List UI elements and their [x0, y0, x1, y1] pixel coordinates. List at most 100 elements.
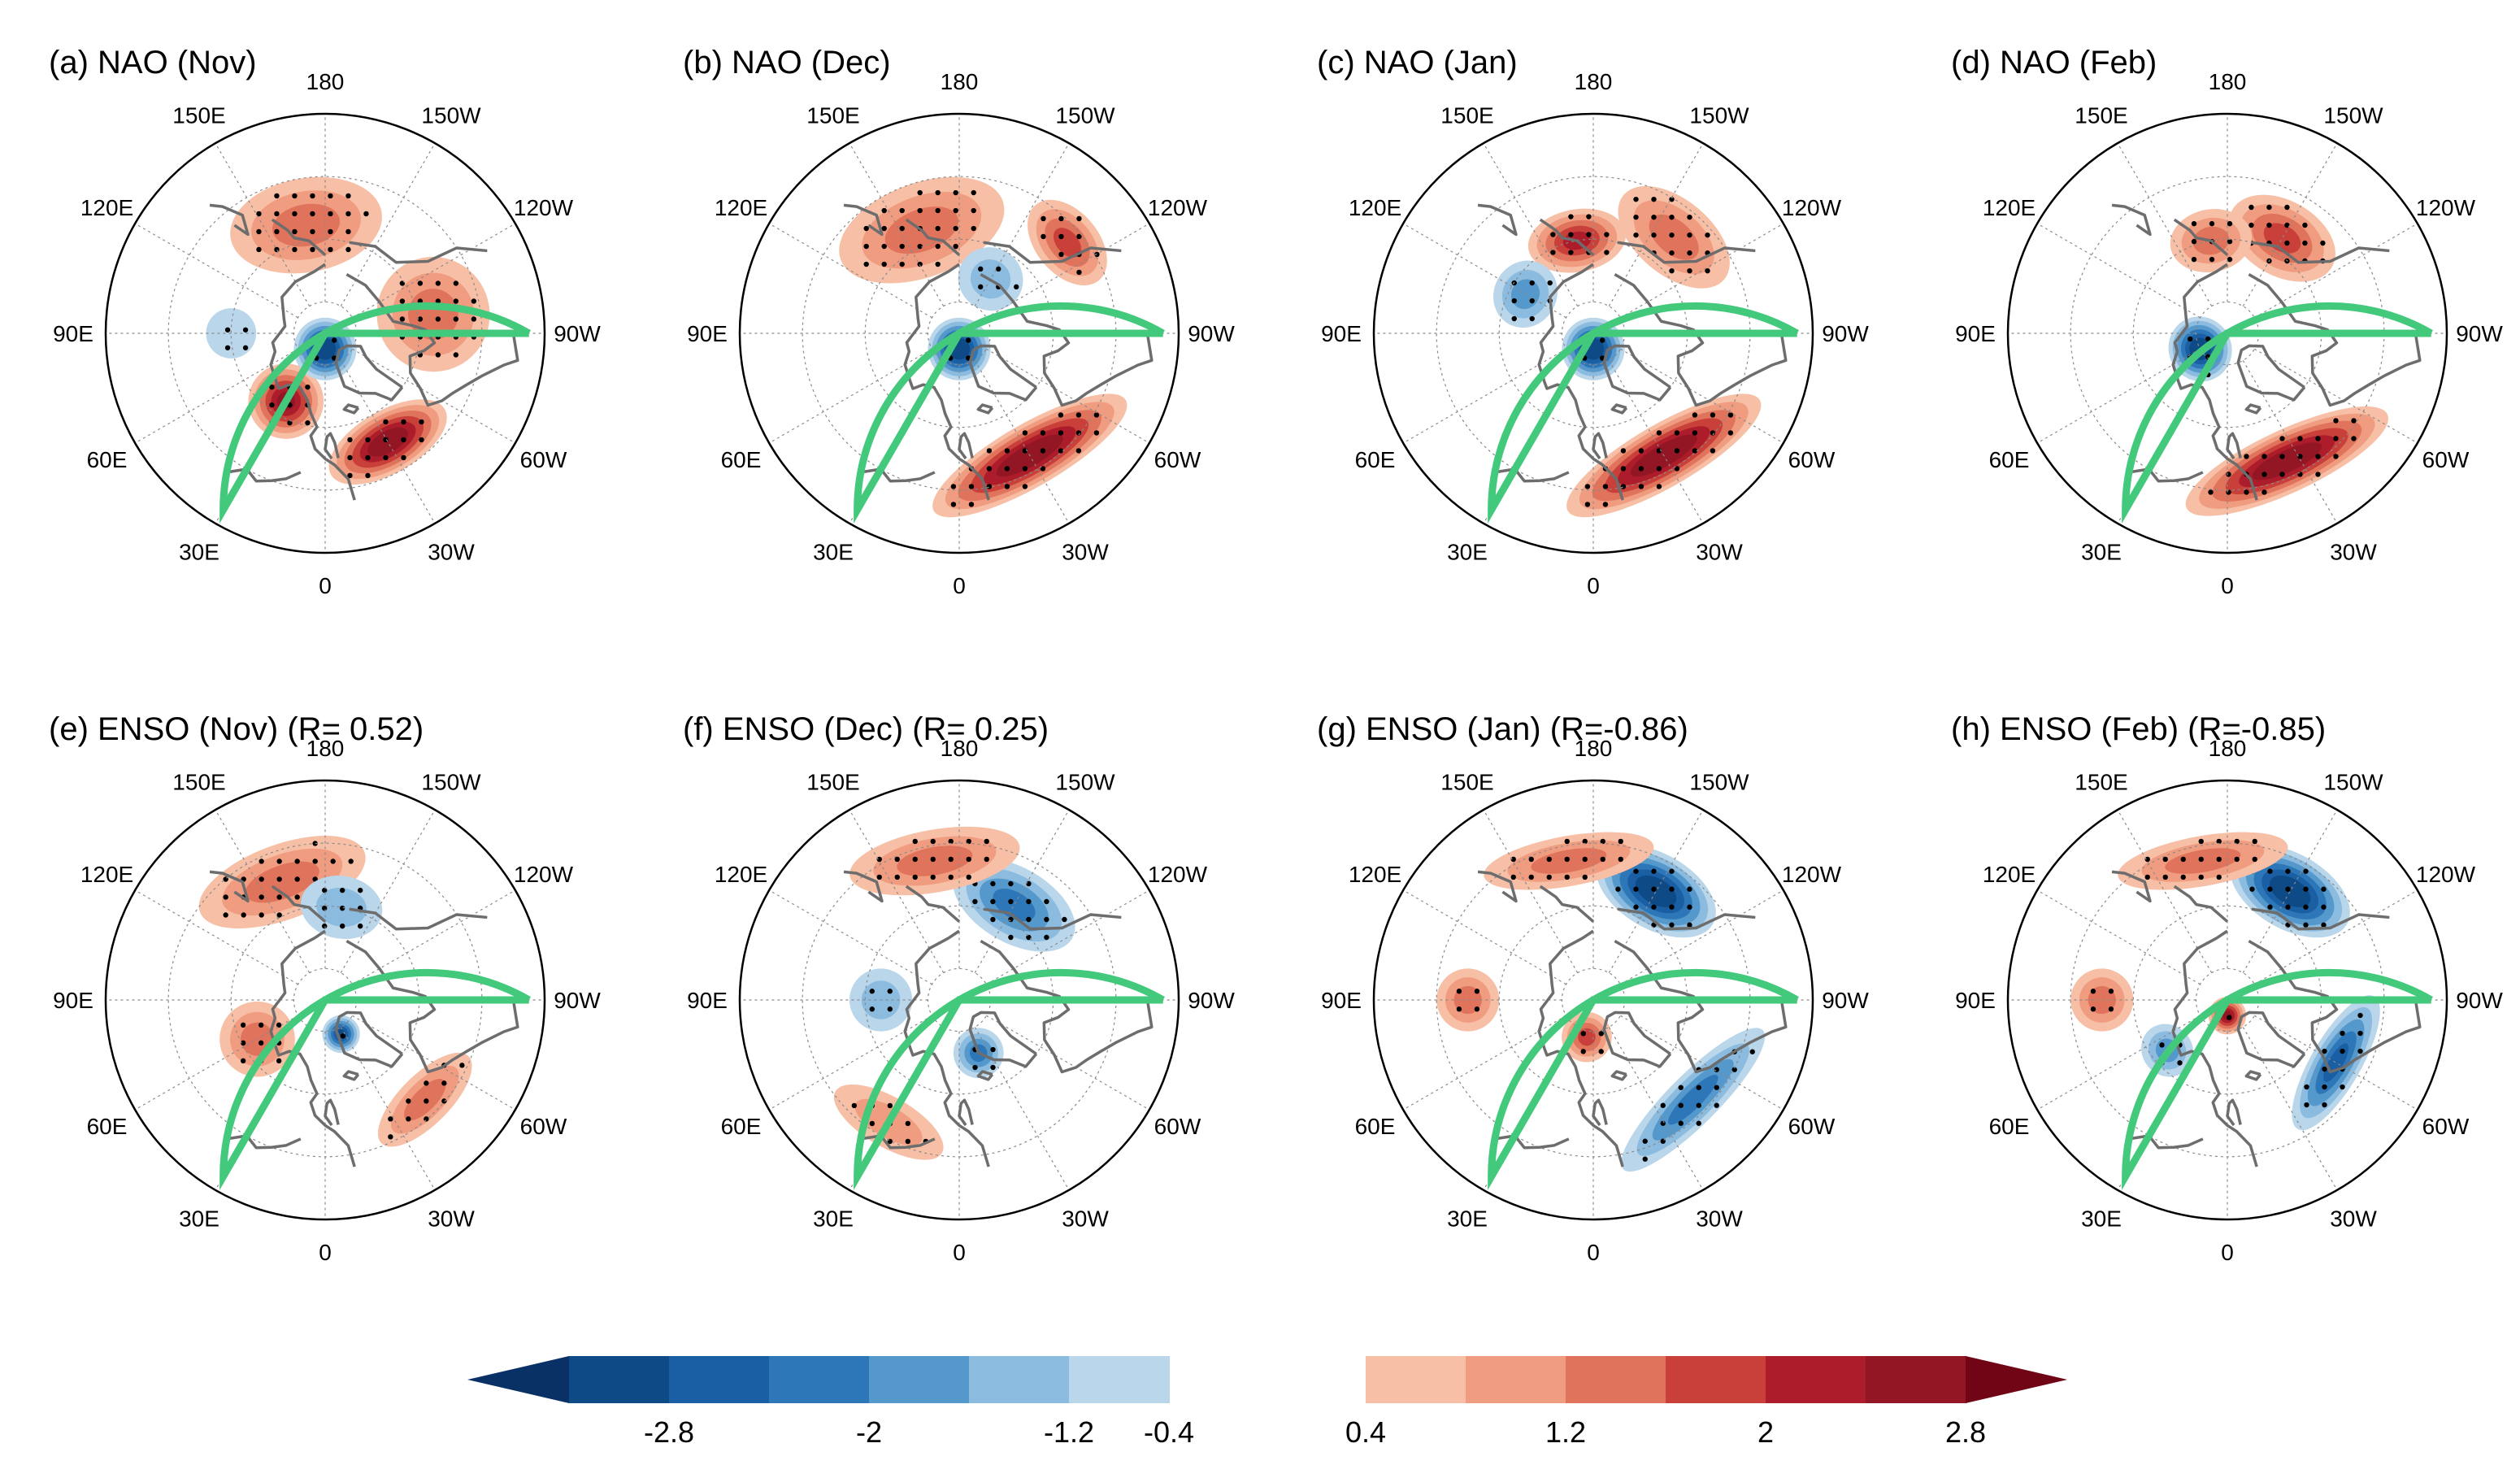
stipple-dot [1076, 269, 1082, 276]
index-region-box [854, 968, 1165, 1190]
stipple-dot [1564, 874, 1570, 880]
stipple-dots [1511, 280, 1553, 322]
stipple-dot [2188, 336, 2193, 342]
stipple-dot [966, 838, 971, 845]
stipple-dot [1660, 1102, 1666, 1108]
stipple-dot [1600, 856, 1605, 863]
map-panel-d: (d) NAO (Feb) 150E 120E 90E 60E 30E 0 30W 60W 90W… [1951, 45, 2503, 598]
stipple-dot [905, 1120, 911, 1127]
stipple-dot [972, 898, 978, 905]
panel-title: (b) NAO (Dec) [683, 45, 891, 80]
stipple-dot [276, 894, 282, 900]
stipple-dot [953, 225, 958, 232]
stipple-dot [990, 880, 996, 887]
stipple-dot [312, 876, 318, 882]
stipple-dot [348, 859, 354, 864]
stipple-dot [1058, 251, 1064, 258]
coastlines [209, 203, 519, 501]
stipple-dot [1004, 448, 1010, 454]
stipple-dot [1642, 1156, 1648, 1162]
stipple-dot [917, 243, 923, 250]
stipple-dot [1568, 214, 1574, 220]
stipple-dot [1669, 904, 1675, 910]
contour-level [245, 861, 319, 903]
stipple-dot [851, 1102, 858, 1109]
stipple-dot [2285, 868, 2291, 874]
stipple-dot [1546, 874, 1552, 880]
stipple-dot [347, 472, 353, 479]
stipple-dot [1696, 1120, 1701, 1126]
stipple-dot [287, 419, 293, 426]
stipple-dot [1456, 989, 1462, 994]
stipple-dot [1529, 298, 1535, 304]
stipple-dot [863, 225, 869, 232]
longitude-label: 30W [1696, 539, 1743, 564]
longitude-label: 60W [1154, 1114, 1201, 1139]
stipple-dot [990, 1064, 996, 1071]
stipple-dot [2315, 472, 2321, 477]
stipple-dot [258, 1040, 264, 1046]
anomaly-1 [198, 836, 366, 929]
stipple-dot [383, 419, 389, 425]
stipple-dot [2227, 1015, 2232, 1020]
stipple-dot [1075, 412, 1082, 418]
stipple-dot [2261, 489, 2267, 495]
stipple-dot [950, 484, 957, 489]
stipple-dot [357, 923, 363, 929]
stipple-dot [292, 211, 298, 217]
stipple-dot [424, 1080, 429, 1086]
stipple-dot [2198, 856, 2204, 863]
longitude-label: 90E [1321, 321, 1362, 346]
stipple-dot [435, 298, 441, 304]
stipple-dot [1511, 315, 1517, 322]
longitude-label: 150E [172, 103, 225, 128]
coastlines [209, 870, 519, 1167]
longitude-label: 60W [1788, 447, 1836, 472]
stipple-dot [917, 189, 923, 196]
stipple-dot [321, 887, 328, 893]
stipple-dot [435, 280, 441, 286]
stipple-dot [2191, 238, 2197, 245]
stipple-dot [269, 402, 275, 408]
colorbar-tick-label: -2 [856, 1415, 882, 1449]
longitude-label: 90E [1955, 988, 1996, 1013]
longitude-label: 90E [1955, 321, 1996, 346]
stipple-dot [935, 261, 941, 267]
anomaly-3 [230, 176, 382, 274]
colorbar-tick-label: 2.8 [1945, 1415, 1986, 1449]
stipple-dot [1093, 412, 1100, 418]
stipple-dot [294, 894, 300, 900]
stipple-dot [2322, 1102, 2327, 1108]
stipple-dot [978, 266, 984, 272]
stipple-dots [2144, 838, 2257, 880]
stipple-dot [1510, 856, 1516, 863]
stipple-dot [2205, 336, 2211, 342]
colorbar-swatch [1069, 1356, 1170, 1403]
longitude-label: 0 [2221, 573, 2234, 598]
stipple-dot [1022, 484, 1028, 489]
stipple-dot [1633, 904, 1639, 910]
stipple-dot [1598, 1049, 1604, 1054]
stipple-dot [471, 298, 477, 304]
stipple-dot [2303, 868, 2309, 874]
longitude-label: 150E [1440, 770, 1493, 795]
stipple-dot [990, 1046, 996, 1053]
stipple-dot [2261, 472, 2267, 477]
stipple-dot [1692, 430, 1698, 436]
stipple-dot [1004, 484, 1010, 489]
longitude-label: 150W [1055, 770, 1115, 795]
stipple-dot [1620, 466, 1627, 472]
stipple-dot [1075, 430, 1082, 436]
anomaly-0 [2185, 406, 2388, 516]
longitude-label: 180 [306, 736, 345, 761]
stipple-dot [1004, 466, 1010, 472]
stipple-dot [953, 243, 958, 250]
stipple-dot [1620, 448, 1627, 454]
stipple-dot [259, 912, 264, 918]
stipple-dot [259, 859, 264, 864]
longitude-label: 30E [2081, 539, 2122, 564]
longitude-label: 30E [2081, 1206, 2122, 1231]
longitude-label: 120E [80, 862, 133, 887]
stipple-dot [1528, 874, 1534, 880]
stipple-dot [1710, 430, 1716, 436]
